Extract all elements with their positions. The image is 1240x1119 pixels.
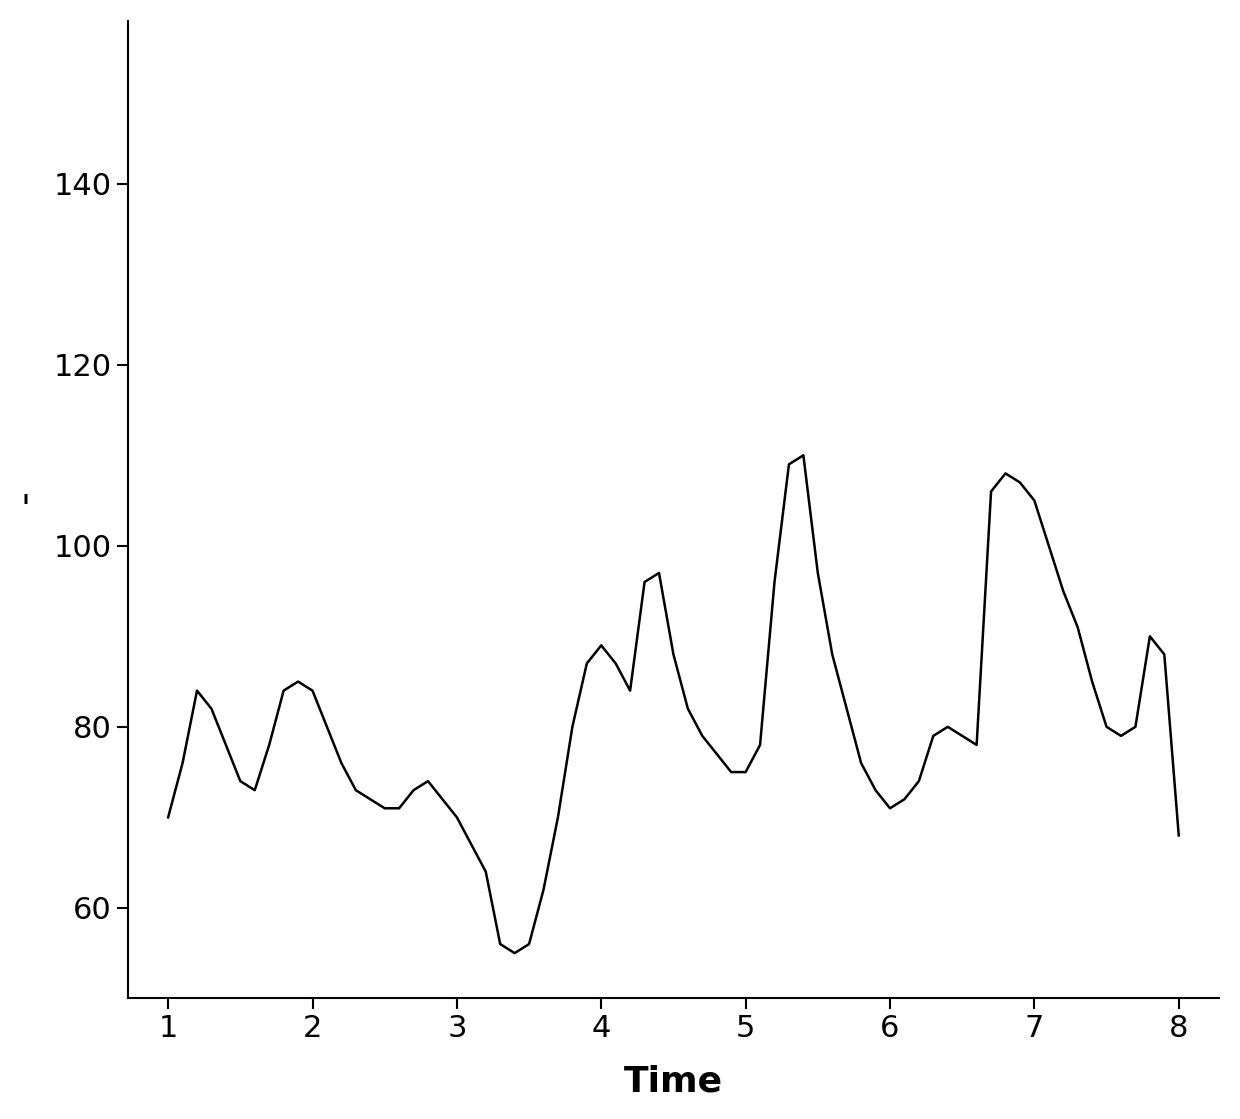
Y-axis label: ': ' [21,492,31,527]
X-axis label: Time: Time [624,1064,723,1098]
